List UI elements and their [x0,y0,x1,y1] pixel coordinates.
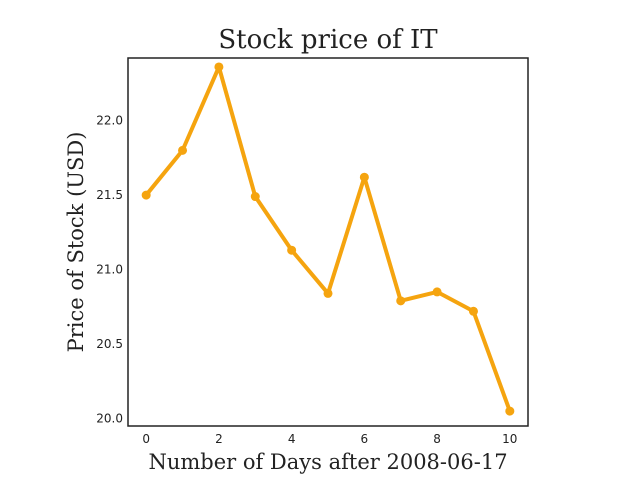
data-point [396,296,406,306]
data-point [178,145,188,155]
data-point [359,172,369,182]
data-point [505,406,515,416]
y-tick-label: 21.5 [96,188,123,202]
data-point [250,192,260,202]
data-point [287,245,297,255]
x-tick-label: 10 [502,432,517,446]
x-tick-label: 8 [433,432,441,446]
y-tick-label: 22.0 [96,114,123,128]
data-point [432,287,442,297]
x-tick-label: 2 [215,432,223,446]
x-tick-label: 0 [142,432,150,446]
data-points [141,62,515,416]
x-tick-label: 4 [288,432,296,446]
y-tick-label: 21.0 [96,263,123,277]
x-axis-label: Number of Days after 2008-06-17 [148,450,507,474]
y-tick-label: 20.5 [96,337,123,351]
series-line [144,64,512,414]
x-tick-label: 6 [361,432,369,446]
data-point [214,62,224,72]
y-axis-ticks: 20.0 20.5 21.0 21.5 22.0 [96,114,123,426]
data-point [323,288,333,298]
x-axis-ticks: 0 2 4 6 8 10 [142,432,517,446]
y-axis-label: Price of Stock (USD) [64,132,88,353]
plot-frame [127,57,529,427]
y-tick-label: 20.0 [96,412,123,426]
data-point [141,190,151,200]
data-point [468,306,478,316]
chart-title: Stock price of IT [218,25,438,55]
